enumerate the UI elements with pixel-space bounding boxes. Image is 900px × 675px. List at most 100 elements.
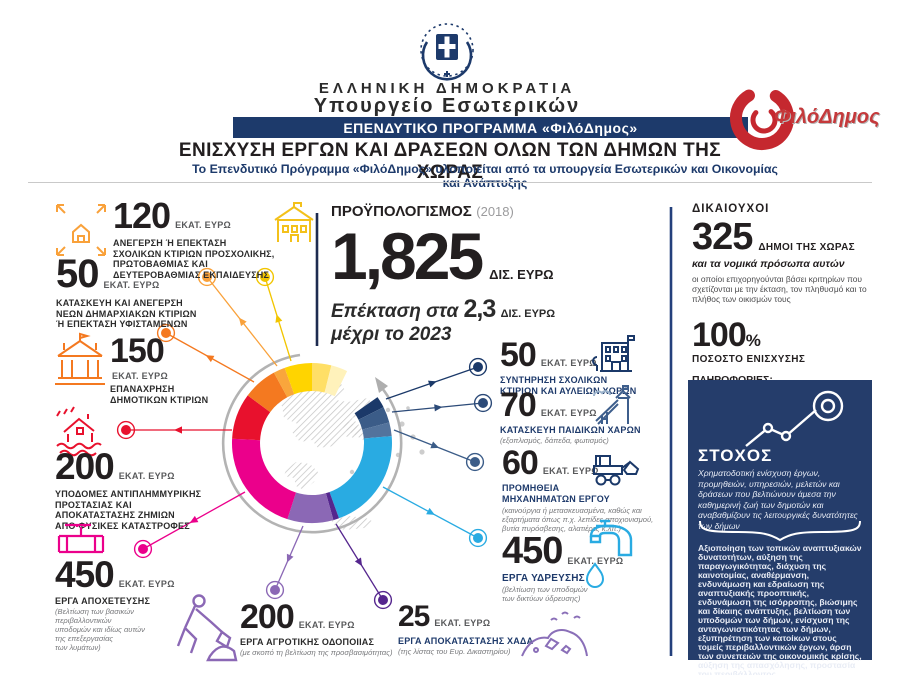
brace-icon: [699, 520, 861, 542]
donut-segment: [247, 372, 288, 413]
aid-percent-label: ΠΟΣΟΣΤΟ ΕΝΙΣΧΥΣΗΣ: [692, 354, 806, 365]
donut-segment: [287, 492, 334, 523]
donut-segment: [354, 397, 384, 420]
callout-marker: [354, 557, 363, 567]
callout-marker: [478, 398, 488, 408]
callout-marker: [378, 595, 388, 605]
callout-marker: [275, 314, 283, 323]
item-note: (βελτίωση των υποδομών των δικτύων ύδρευ…: [502, 584, 588, 603]
callout-marker: [286, 553, 294, 563]
callout-marker: [202, 272, 212, 282]
budget-unit: ΔΙΣ. ΕΥΡΩ: [489, 267, 554, 282]
donut-segment: [325, 492, 339, 521]
item-amount: 70: [500, 386, 537, 424]
goal-text: Χρηματοδοτική ενίσχυση έργων, προμηθειών…: [698, 468, 858, 531]
callout-marker: [427, 380, 437, 388]
callout-marker: [156, 323, 176, 343]
item-title: ΕΠΑΝΑΧΡΗΣΗ ΔΗΜΟΤΙΚΩΝ ΚΤΙΡΙΩΝ: [110, 384, 209, 405]
budget-expansion-until: μέχρι το 2023: [331, 324, 452, 345]
item-amount: 50: [500, 336, 537, 374]
callout-marker: [197, 267, 217, 287]
filodimos-logo-icon: [730, 85, 794, 150]
item-amount: 200: [240, 598, 295, 636]
water-faucet-icon: [589, 519, 633, 557]
budget-amount: 1,825: [331, 219, 484, 293]
flood-house-icon: [56, 406, 102, 457]
playground-slide-icon: [593, 385, 631, 425]
program-item-building-reuse: 150 ΕΚΑΤ. ΕΥΡΩ ΕΠΑΝΑΧΡΗΣΗ ΔΗΜΟΤΙΚΩΝ ΚΤΙΡ…: [110, 334, 240, 405]
beneficiaries-criteria: οι οποίοι επιχορηγούνται βάσει κριτηρίων…: [692, 274, 867, 304]
goal-outcomes: Αξιοποίηση των τοπικών αναπτυξιακών δυνα…: [698, 543, 862, 675]
trend-chart-icon: [745, 390, 844, 447]
callout-marker: [138, 544, 148, 554]
item-unit: ΕΚΑΤ. ΕΥΡΩ: [542, 466, 599, 476]
program-item-school-maintenance: 50 ΕΚΑΤ. ΕΥΡΩ ΣΥΝΤΗΡΗΣΗ ΣΧΟΛΙΚΩΝ ΚΤΙΡΙΩΝ…: [500, 338, 680, 396]
program-banner-label: ΕΠΕΝΔΥΤΙΚΟ ΠΡΟΓΡΑΜΜΑ «ΦιλόΔημος»: [343, 119, 638, 136]
item-title: ΕΡΓΑ ΑΓΡΟΤΙΚΗΣ ΟΔΟΠΟΙΙΑΣ: [240, 637, 375, 647]
loader-machine-icon: [593, 455, 640, 486]
item-amount: 450: [502, 530, 563, 572]
callout-marker: [373, 590, 393, 610]
callout-marker: [470, 457, 480, 467]
item-amount: 120: [113, 195, 171, 236]
item-title: ΚΑΤΑΣΚΕΥΗ ΠΑΙΔΙΚΩΝ ΧΑΡΩΝ: [500, 425, 641, 435]
callout-marker: [205, 355, 215, 363]
callout-marker: [238, 317, 247, 327]
ministry-name: Υπουργείο Εσωτερικών: [313, 95, 581, 117]
state-name: ΕΛΛΗΝΙΚΗ ΔΗΜΟΚΡΑΤΙΑ: [318, 80, 576, 97]
beneficiaries-heading: ΔΙΚΑΙΟΥΧΟΙ: [692, 203, 770, 215]
item-title: ΕΡΓΑ ΥΔΡΕΥΣΗΣ: [502, 573, 585, 584]
aid-percent: 100: [692, 316, 747, 354]
donut-outer-arc: [221, 353, 403, 534]
road-worker-icon: [176, 594, 238, 662]
callout-marker: [465, 452, 485, 472]
item-amount: 200: [55, 446, 115, 487]
header-divider: [28, 182, 872, 183]
callout-marker: [473, 533, 483, 543]
program-banner: ΕΠΕΝΔΥΤΙΚΟ ΠΡΟΓΡΑΜΜΑ «ΦιλόΔημος»: [233, 117, 748, 138]
callout-marker: [426, 507, 435, 515]
callout-marker: [473, 393, 493, 413]
beneficiaries-count-sub: και τα νομικά πρόσωπα αυτών: [692, 258, 845, 270]
school-building-icon: [274, 202, 314, 242]
item-title: ΠΡΟΜΗΘΕΙΑ ΜΗΧΑΝΗΜΑΤΩΝ ΕΡΓΟΥ: [502, 483, 610, 504]
budget-year: (2018): [476, 204, 514, 219]
item-unit: ΕΚΑΤ. ΕΥΡΩ: [434, 618, 491, 628]
expand-building-icon: [56, 204, 106, 256]
filodimos-logo-text: ΦιλόΔημος: [774, 106, 880, 128]
donut-segments: [231, 363, 392, 523]
program-item-water-supply: 450 ΕΚΑΤ. ΕΥΡΩ ΕΡΓΑ ΥΔΡΕΥΣΗΣ (βελτίωση τ…: [502, 532, 662, 603]
program-item-landfill-restoration: 25 ΕΚΑΤ. ΕΥΡΩ ΕΡΓΑ ΑΠΟΚΑΤΑΣΤΑΣΗΣ ΧΑΔΑ (τ…: [398, 602, 578, 656]
item-amount: 60: [502, 444, 539, 482]
budget-label: ΠΡΟΫΠΟΛΟΓΙΣΜΟΣ: [331, 203, 472, 220]
callout-marker: [468, 528, 488, 548]
hellenic-republic-emblem-icon: [420, 23, 474, 81]
item-unit: ΕΚΑΤ. ΕΥΡΩ: [118, 471, 175, 481]
donut-segment: [362, 422, 392, 439]
callout-marker: [189, 515, 199, 523]
donut-segment: [358, 407, 390, 430]
callout-marker: [473, 362, 483, 372]
callout-marker: [468, 357, 488, 377]
callout-marker: [260, 272, 270, 282]
item-note: (Βελτίωση των βασικών περιβαλλοντικών υπ…: [55, 606, 145, 652]
page-title: ΕΝΙΣΧΥΣΗ ΕΡΓΩΝ ΚΑΙ ΔΡΑΣΕΩΝ ΟΛΩΝ ΤΩΝ ΔΗΜΩ…: [178, 140, 722, 183]
program-item-rural-roads: 200 ΕΚΑΤ. ΕΥΡΩ ΕΡΓΑ ΑΓΡΟΤΙΚΗΣ ΟΔΟΠΟΙΙΑΣ …: [240, 600, 450, 657]
donut-expansion-segment: [324, 365, 348, 397]
callout-marker: [121, 425, 131, 435]
item-unit: ΕΚΑΤ. ΕΥΡΩ: [540, 358, 597, 368]
item-unit: ΕΚΑΤ. ΕΥΡΩ: [567, 556, 624, 566]
callout-lines: [116, 267, 493, 610]
item-unit: ΕΚΑΤ. ΕΥΡΩ: [175, 220, 232, 230]
program-item-sewerage: 450 ΕΚΑΤ. ΕΥΡΩ ΕΡΓΑ ΑΠΟΧΕΤΕΥΣΗΣ (Βελτίωσ…: [55, 556, 225, 652]
item-amount: 150: [110, 332, 165, 370]
item-title: ΕΡΓΑ ΑΠΟΧΕΤΕΥΣΗΣ: [55, 596, 151, 606]
callout-marker: [430, 441, 440, 449]
beneficiaries-count: 325: [692, 216, 753, 258]
item-unit: ΕΚΑΤ. ΕΥΡΩ: [112, 371, 168, 381]
callout-marker: [116, 420, 136, 440]
aid-percent-sign: %: [745, 331, 761, 350]
item-note: (καινούργια ή μετασκευασμένα, καθώς και …: [502, 506, 654, 533]
budget-expansion-unit: ΔΙΣ. ΕΥΡΩ: [500, 308, 556, 320]
